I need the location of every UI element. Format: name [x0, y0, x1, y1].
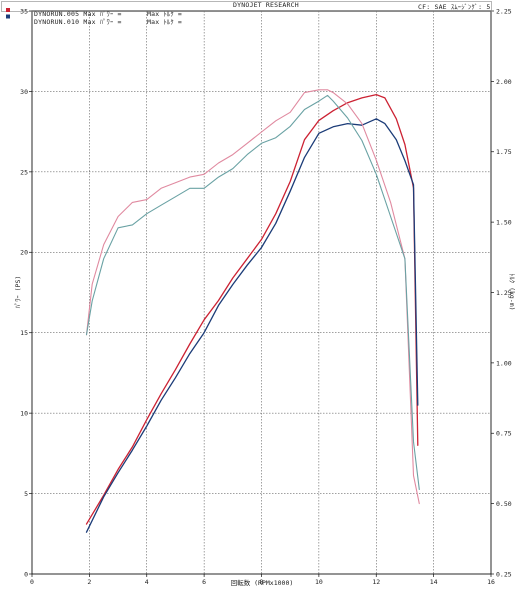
x-axis-label: 回転数 (RPMx1000)	[231, 578, 294, 587]
y-tick-label: 15	[20, 329, 28, 337]
y-tick-label: 25	[20, 168, 28, 176]
y-axis-label: ﾊﾟﾜｰ (PS)	[14, 276, 22, 309]
x-tick-label: 14	[430, 578, 438, 586]
y-tick-label: 10	[20, 410, 28, 418]
legend-run1-swatch	[6, 8, 10, 12]
y2-tick-label: 2.25	[496, 7, 512, 15]
y2-tick-label: 2.00	[496, 78, 512, 86]
chart-title: DYNOJET RESEARCH	[233, 1, 299, 9]
x-tick-label: 16	[487, 578, 495, 586]
legend-run2-torque-label: Max ﾄﾙｸ =	[147, 18, 183, 26]
x-tick-label: 12	[372, 578, 380, 586]
series-line-torque-run2	[85, 94, 420, 491]
y2-tick-label: 1.75	[496, 148, 512, 156]
series-line-torque-run1	[85, 89, 420, 505]
header-frame	[1, 1, 492, 12]
y-tick-label: 20	[20, 249, 28, 257]
x-tick-label: 10	[315, 578, 323, 586]
y2-tick-label: 1.25	[496, 289, 512, 297]
x-tick-label: 8	[260, 578, 264, 586]
x-tick-label: 2	[87, 578, 91, 586]
y2-tick-label: 0.75	[496, 430, 512, 438]
y2-tick-label: 1.50	[496, 219, 512, 227]
series-line-power-run2	[85, 118, 419, 533]
legend-run1-torque-label: Max ﾄﾙｸ =	[147, 10, 183, 18]
y2-tick-label: 0.25	[496, 570, 512, 578]
legend-run2-label: DYNORUN.010 Max ﾊﾟﾜｰ =	[34, 18, 122, 26]
chart-series	[85, 89, 420, 533]
y-tick-label: 0	[24, 570, 28, 578]
y-tick-label: 5	[24, 490, 28, 498]
x-tick-label: 6	[202, 578, 206, 586]
legend-run1-label: DYNORUN.005 Max ﾊﾟﾜｰ =	[34, 10, 122, 18]
chart-grid	[31, 10, 492, 575]
y-tick-label: 30	[20, 88, 28, 96]
series-line-power-run1	[85, 93, 419, 525]
x-tick-label: 4	[145, 578, 149, 586]
correction-label: CF: SAE ｽﾑｰｼﾞﾝｸﾞ: 5	[418, 3, 491, 11]
y2-tick-label: 1.00	[496, 359, 512, 367]
y2-axis-label: ﾄﾙｸ (kg-m)	[508, 273, 516, 310]
x-tick-label: 0	[30, 578, 34, 586]
legend-run2-swatch	[6, 14, 10, 19]
y2-tick-label: 0.50	[496, 500, 512, 508]
